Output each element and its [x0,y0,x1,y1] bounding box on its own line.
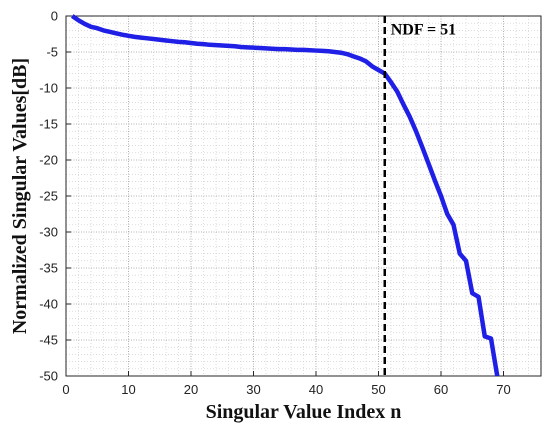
y-tick-label: -50 [39,369,58,384]
x-tick-label: 50 [371,382,385,397]
y-tick-label: -20 [39,153,58,168]
y-tick-label: -45 [39,333,58,348]
y-axis-title: Normalized Singular Values[dB] [9,58,31,334]
x-tick-label: 0 [62,382,69,397]
x-tick-label: 40 [309,382,323,397]
y-tick-label: -35 [39,261,58,276]
y-tick-label: -25 [39,189,58,204]
ndf-annotation: NDF = 51 [391,22,456,39]
y-tick-label: -10 [39,81,58,96]
y-tick-label: -5 [46,45,58,60]
y-tick-label: -15 [39,117,58,132]
x-tick-label: 60 [434,382,448,397]
series-layer [70,14,500,377]
y-tick-label: 0 [51,9,58,24]
x-axis-title: Singular Value Index n [206,401,402,423]
x-tick-label: 30 [246,382,260,397]
x-tick-label: 70 [496,382,510,397]
series-line [70,14,500,377]
x-tick-label: 20 [184,382,198,397]
y-tick-label: -30 [39,225,58,240]
y-axis-ticks: 0 -5 -10 -15 -20 -25 -30 -35 -40 -45 -50 [39,9,71,384]
x-axis-ticks: 0 10 20 30 40 50 60 70 [62,371,511,397]
annotation-layer: NDF = 51 [391,22,456,39]
x-tick-label: 10 [121,382,135,397]
y-tick-label: -40 [39,297,58,312]
